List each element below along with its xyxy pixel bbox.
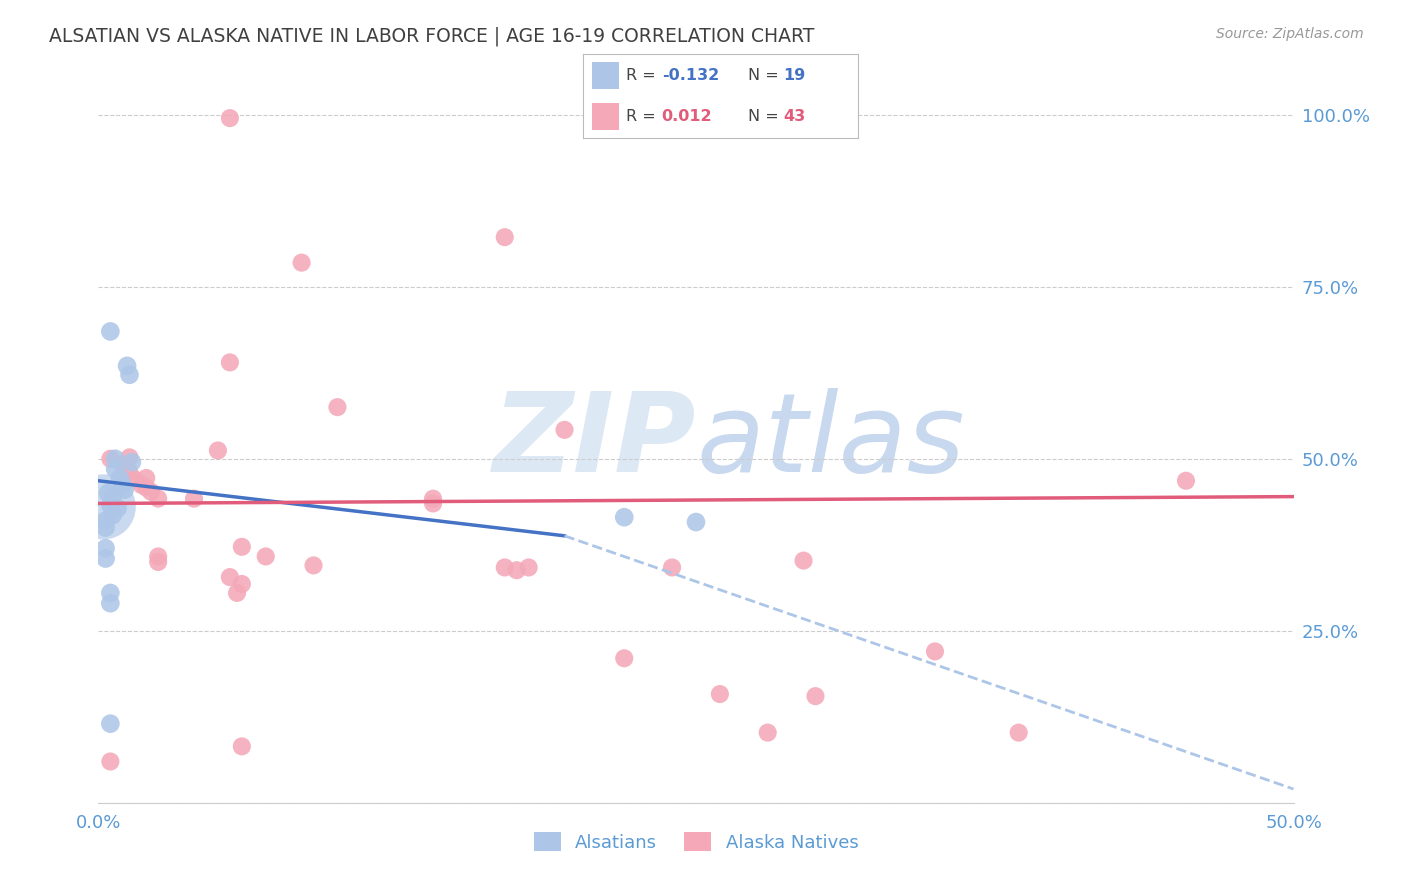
Point [118,368,141,382]
Point [756,725,779,739]
Point [804,689,827,703]
Point [124,472,146,486]
Bar [592,103,619,130]
Point [422,496,444,510]
Point [924,644,946,658]
Point [709,687,731,701]
Point [94,514,117,528]
Point [91,500,114,514]
Point [1175,474,1198,488]
Point [291,255,314,269]
Point [506,563,529,577]
Text: Source: ZipAtlas.com: Source: ZipAtlas.com [1216,27,1364,41]
Point [613,510,636,524]
Point [135,471,157,485]
Point [148,491,170,506]
Point [302,558,325,573]
Point [98,596,122,610]
Point [104,462,127,476]
Point [108,471,131,485]
Point [685,515,707,529]
Point [494,230,516,244]
Text: R =: R = [626,109,661,124]
Point [183,491,205,506]
Text: R =: R = [626,68,661,83]
Point [111,478,134,492]
Point [219,111,242,125]
Point [231,739,253,754]
Point [131,478,153,492]
Point [118,450,141,465]
Point [231,540,253,554]
Point [207,443,229,458]
Point [97,486,120,500]
Point [101,508,124,523]
Point [661,560,683,574]
Point [793,553,815,567]
Point [98,325,122,339]
Point [231,577,253,591]
Point [219,355,242,369]
Point [94,520,117,534]
Text: N =: N = [748,68,785,83]
Point [226,586,249,600]
Point [148,549,170,564]
Point [115,359,138,373]
Point [254,549,277,564]
Text: 0.012: 0.012 [662,109,713,124]
Point [494,560,516,574]
Text: -0.132: -0.132 [662,68,718,83]
Point [139,484,162,499]
Text: N =: N = [748,109,785,124]
Point [101,490,124,504]
Point [98,716,122,731]
Text: 19: 19 [783,68,806,83]
Point [422,491,444,506]
Point [98,451,122,466]
Point [1008,725,1031,739]
Point [135,481,157,495]
Point [554,423,576,437]
Point [107,501,129,516]
Point [613,651,636,665]
Point [121,455,143,469]
Point [118,466,141,480]
Point [219,570,242,584]
Point [517,560,540,574]
Point [104,451,127,466]
Point [98,755,122,769]
Point [94,551,117,566]
Text: ALSATIAN VS ALASKA NATIVE IN LABOR FORCE | AGE 16-19 CORRELATION CHART: ALSATIAN VS ALASKA NATIVE IN LABOR FORCE… [49,27,814,46]
Text: atlas: atlas [696,388,965,495]
Text: ZIP: ZIP [492,388,696,495]
Point [721,104,744,119]
Bar [592,62,619,89]
Text: 43: 43 [783,109,806,124]
Legend: Alsatians, Alaska Natives: Alsatians, Alaska Natives [526,825,866,859]
Point [326,400,349,414]
Point [111,457,134,471]
Point [98,586,122,600]
Point [94,541,117,556]
Point [114,483,136,497]
Point [98,499,122,513]
Point [148,555,170,569]
